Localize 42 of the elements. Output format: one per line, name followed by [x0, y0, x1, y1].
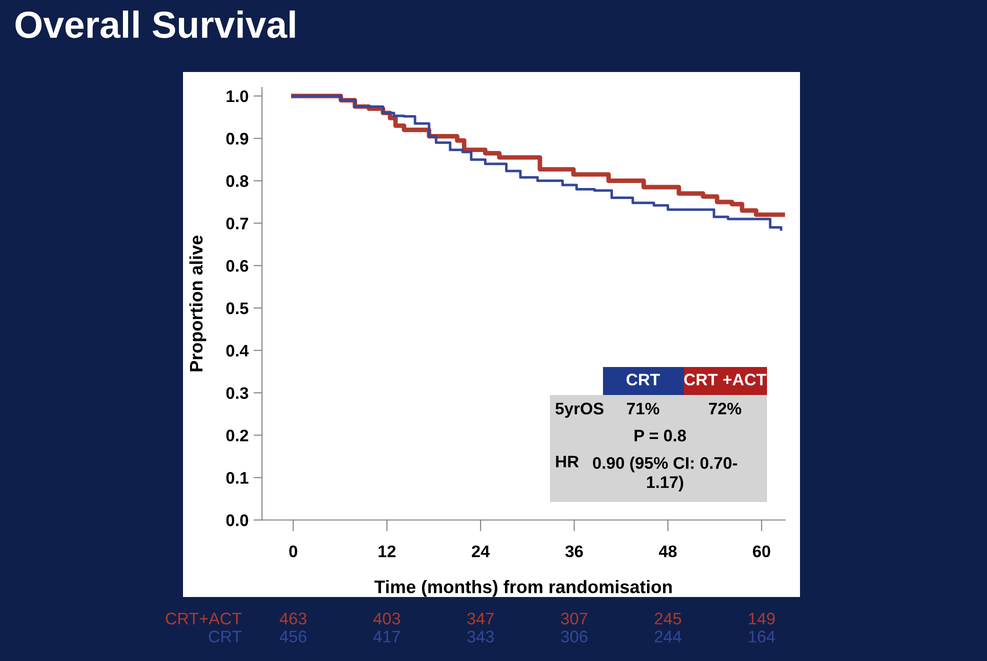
y-tick-label: 0.4: [226, 344, 249, 357]
annotation: HR: [556, 456, 579, 468]
x-axis-title: Time (months) from randomisation: [374, 580, 672, 597]
text: CRT: [208, 630, 242, 642]
y-tick-label: 0.2: [226, 430, 248, 442]
text: 456: [280, 630, 306, 642]
annotation: 0.90 (95% CI: 0.70- 1.17): [592, 456, 738, 492]
text: 164: [748, 630, 775, 642]
y-tick-label: 0.8: [226, 175, 248, 187]
y-tick-label: 0.9: [226, 132, 248, 145]
annotation: CRT +ACT: [684, 374, 766, 386]
text: 347: [467, 612, 494, 624]
annotation: 71%: [627, 402, 660, 414]
text: 244: [654, 630, 682, 642]
x-tick-label: 0: [289, 545, 298, 558]
text: 403: [373, 612, 400, 624]
y-axis-title: Proportion alive: [189, 236, 206, 372]
x-tick-label: 12: [378, 545, 396, 558]
y-tick-label: 0.7: [226, 218, 248, 230]
annotation: 5yrOS: [556, 402, 604, 418]
text: 463: [280, 612, 306, 624]
annotation: 72%: [709, 402, 742, 414]
text: 306: [560, 630, 588, 642]
y-tick-label: 0.0: [226, 514, 248, 526]
chart-title: Overall Survival: [16, 10, 295, 38]
text: 343: [467, 630, 494, 642]
x-tick-label: 24: [472, 545, 490, 558]
y-tick-label: 0.3: [226, 387, 248, 400]
text: CRT+ACT: [166, 612, 242, 624]
y-tick-label: 0.1: [226, 472, 248, 484]
text: 149: [748, 612, 775, 624]
annotation: P = 0.8: [634, 430, 686, 442]
y-tick-label: 1.0: [226, 90, 248, 102]
x-tick-label: 60: [752, 545, 770, 558]
text: 245: [654, 612, 682, 624]
text: 307: [560, 612, 588, 624]
y-tick-label: 0.5: [226, 302, 248, 314]
text: 417: [373, 630, 400, 642]
x-tick-label: 36: [565, 545, 583, 558]
y-tick-label: 0.6: [226, 260, 248, 272]
annotation: CRT: [626, 374, 660, 386]
x-tick-label: 48: [658, 545, 677, 558]
